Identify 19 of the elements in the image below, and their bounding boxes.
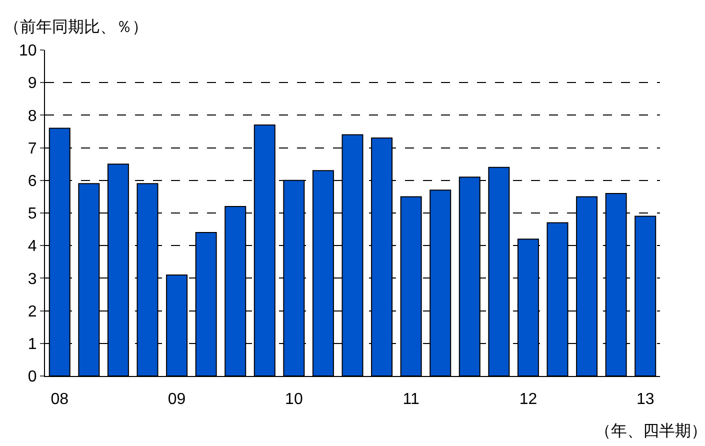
y-tick-label: 5	[28, 206, 37, 223]
y-tick-label: 0	[28, 368, 37, 386]
x-tick-label: 11	[402, 391, 420, 408]
y-tick-label: 3	[28, 270, 37, 288]
x-tick-label: 12	[519, 391, 538, 408]
y-tick-label: 9	[28, 75, 37, 92]
x-tick-label: 10	[285, 391, 303, 408]
y-tick-label: 2	[28, 303, 37, 320]
y-axis-title: （前年同期比、％）	[4, 18, 148, 36]
y-tick-label: 8	[28, 108, 37, 125]
y-tick-label: 1	[28, 336, 37, 353]
x-tick-label: 13	[636, 391, 654, 408]
x-axis-title: （年、四半期）	[595, 422, 705, 440]
x-tick-label: 08	[50, 391, 69, 408]
y-tick-label: 7	[28, 140, 37, 158]
y-tick-label: 4	[28, 238, 37, 256]
x-tick-label: 09	[168, 391, 186, 408]
y-tick-label: 10	[19, 42, 37, 60]
y-tick-label: 6	[28, 173, 37, 190]
